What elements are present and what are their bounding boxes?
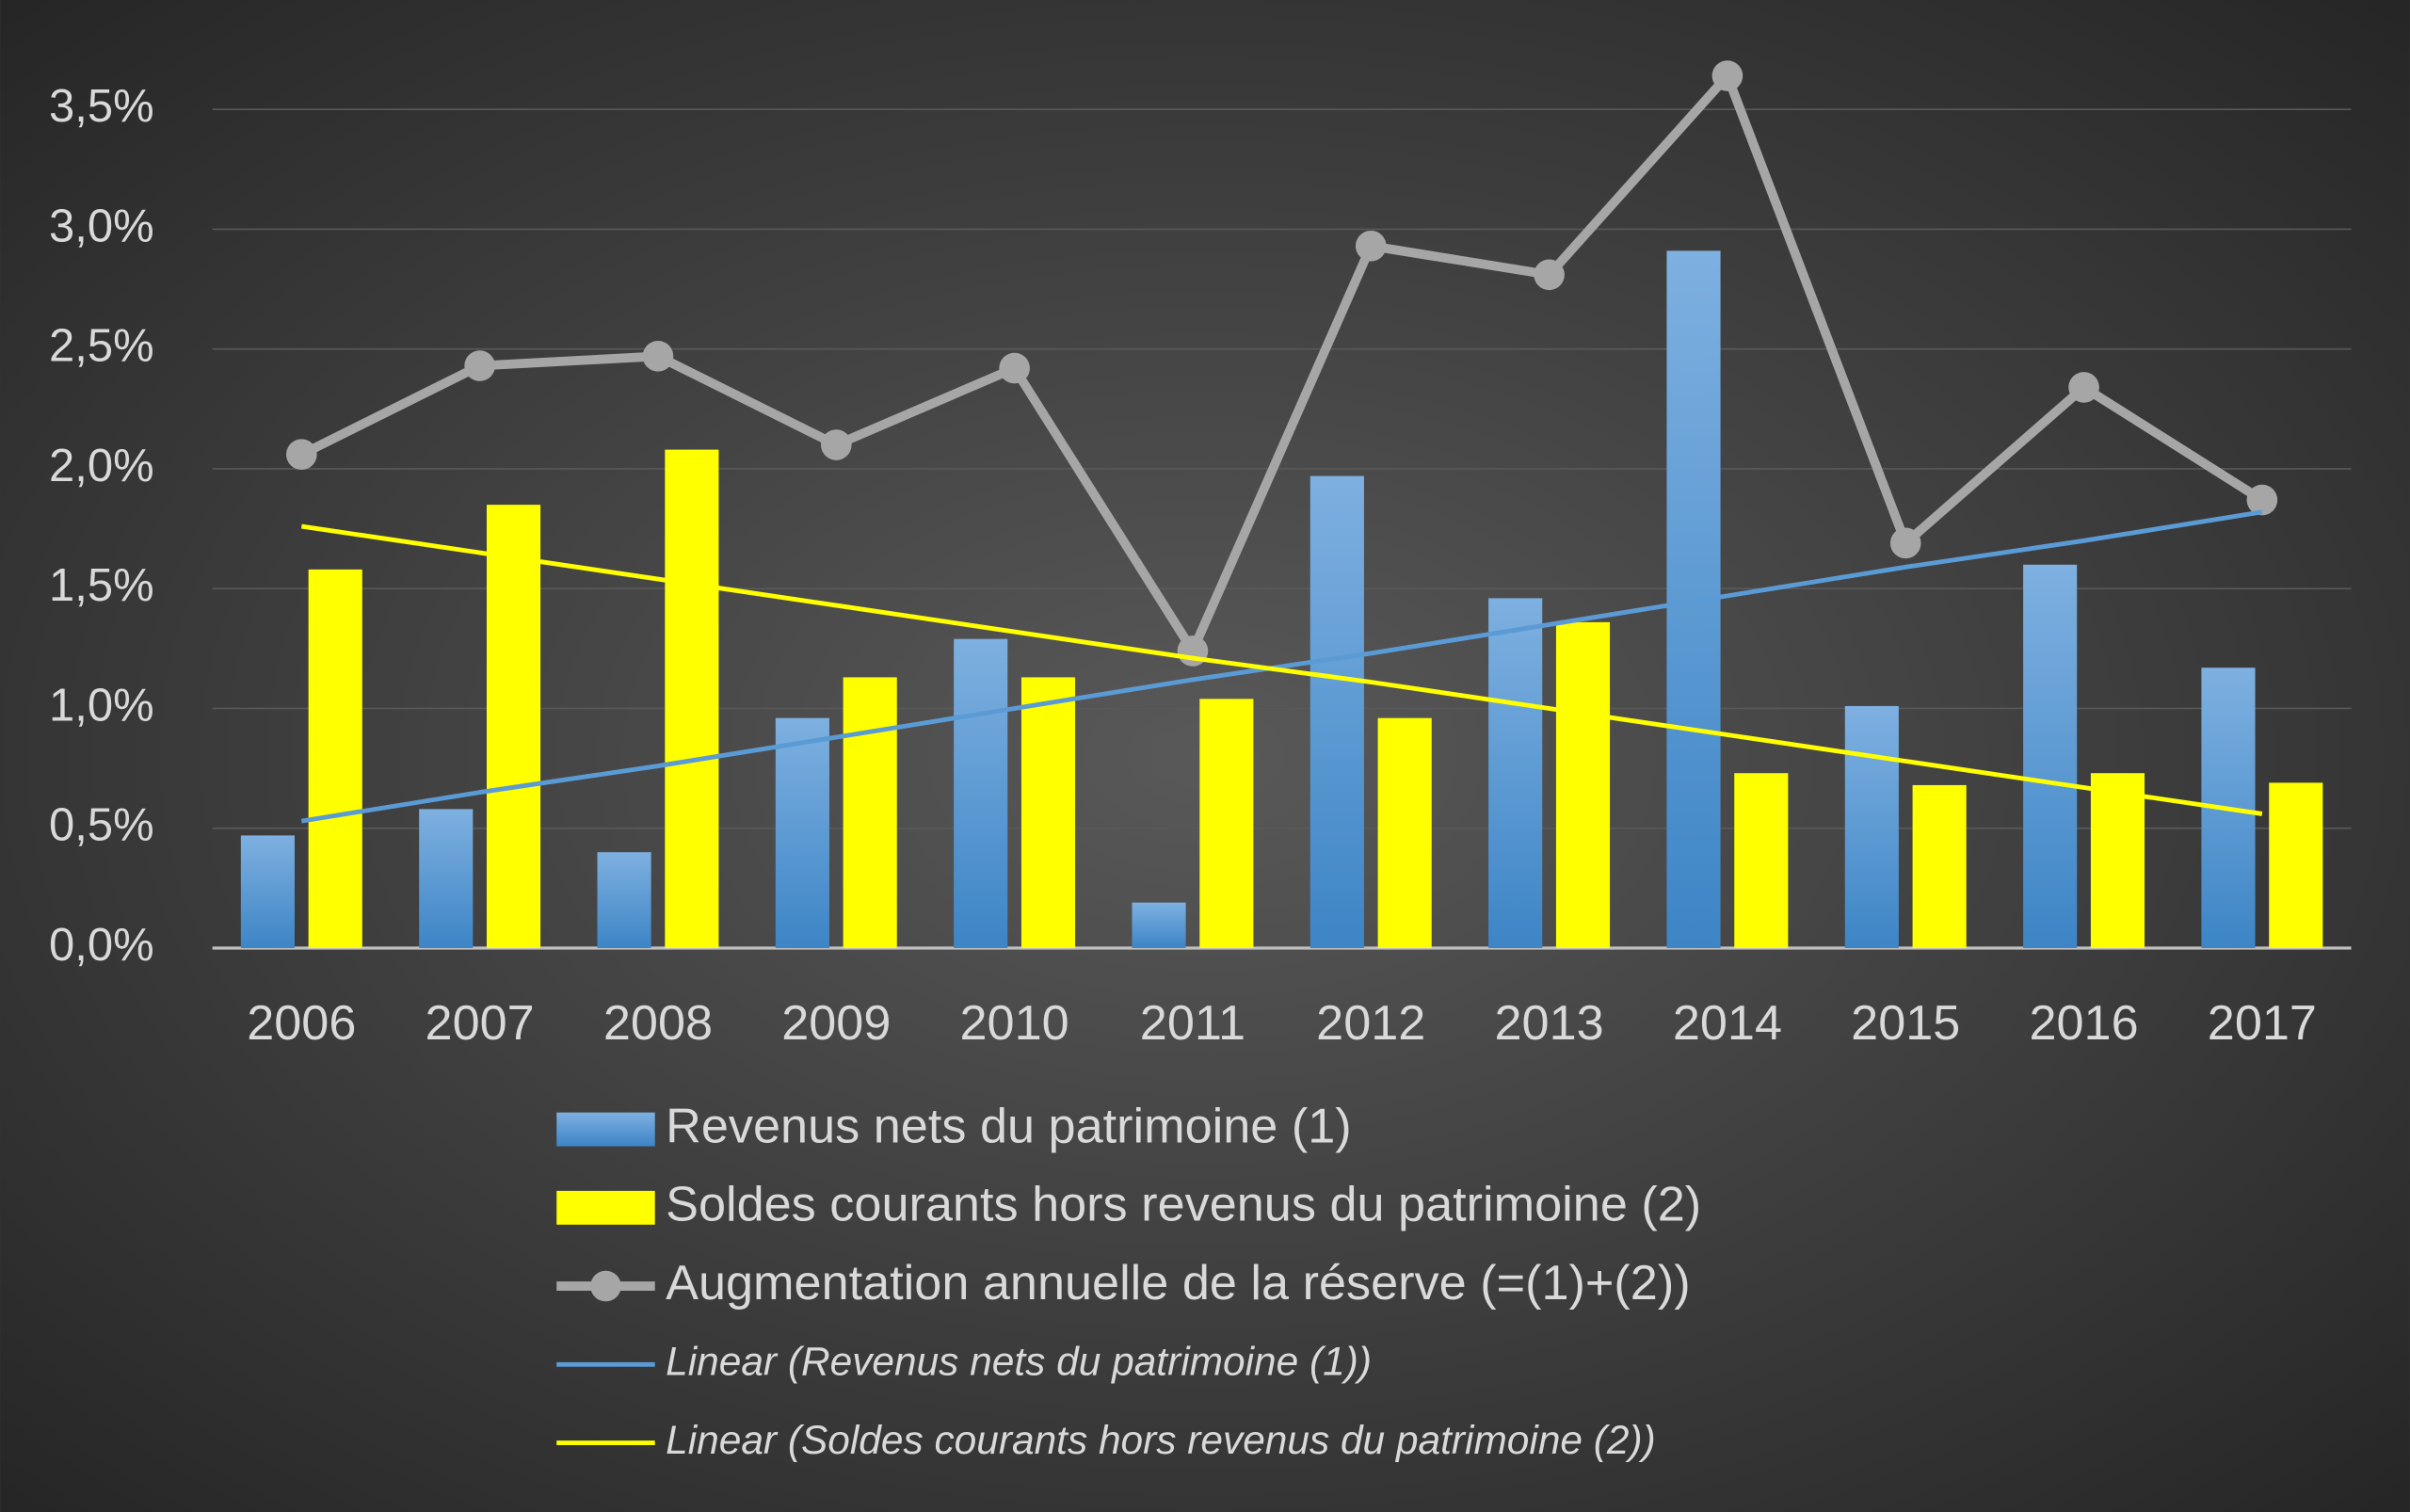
y-tick-label: 1,5% bbox=[49, 560, 154, 611]
line-marker bbox=[2068, 372, 2099, 403]
bar bbox=[2023, 564, 2078, 949]
y-tick-label: 3,0% bbox=[49, 201, 154, 251]
legend-label: Soldes courants hors revenus du patrimoi… bbox=[666, 1178, 1701, 1232]
legend-label: Revenus nets du patrimoine (1) bbox=[666, 1099, 1352, 1153]
trend-line bbox=[300, 509, 2263, 824]
bar bbox=[2090, 773, 2145, 949]
line-marker bbox=[1355, 230, 1387, 262]
legend-swatch bbox=[556, 1112, 655, 1147]
y-tick-label: 0,5% bbox=[49, 800, 154, 851]
bar bbox=[486, 505, 541, 949]
bar bbox=[665, 449, 719, 949]
bar bbox=[597, 852, 651, 949]
line-marker bbox=[1889, 527, 1921, 559]
line-marker bbox=[820, 429, 852, 460]
x-tick-label: 2015 bbox=[1851, 996, 1960, 1051]
line-marker bbox=[1534, 259, 1565, 291]
y-tick-label: 2,0% bbox=[49, 441, 154, 491]
bar bbox=[419, 809, 474, 949]
bar bbox=[843, 677, 897, 949]
legend-label: Linear (Revenus nets du patrimoine (1)) bbox=[666, 1340, 1372, 1384]
x-tick-label: 2011 bbox=[1140, 996, 1245, 1051]
line-marker bbox=[285, 439, 317, 471]
bar bbox=[1132, 902, 1186, 949]
bar bbox=[1199, 699, 1254, 949]
line-marker bbox=[464, 350, 495, 381]
x-tick-label: 2012 bbox=[1316, 996, 1425, 1051]
line-series bbox=[299, 71, 2265, 656]
x-tick-label: 2016 bbox=[2029, 996, 2138, 1051]
line-marker bbox=[1711, 60, 1743, 91]
bar bbox=[1844, 705, 1899, 949]
bar bbox=[775, 717, 829, 949]
legend-swatch bbox=[556, 1190, 655, 1225]
x-tick-label: 2009 bbox=[781, 996, 891, 1051]
x-tick-label: 2013 bbox=[1495, 996, 1604, 1051]
line-marker bbox=[2246, 484, 2278, 516]
legend-label: Linear (Soldes courants hors revenus du … bbox=[666, 1418, 1656, 1462]
bar bbox=[1555, 621, 1611, 949]
y-tick-label: 3,5% bbox=[49, 81, 154, 132]
y-tick-label: 2,5% bbox=[49, 321, 154, 372]
bar bbox=[308, 569, 362, 949]
x-tick-label: 2014 bbox=[1673, 996, 1782, 1051]
bar bbox=[1309, 475, 1364, 949]
line-marker bbox=[642, 341, 674, 372]
bar bbox=[954, 638, 1008, 949]
bar bbox=[1377, 717, 1432, 949]
bar bbox=[2269, 782, 2323, 949]
bar bbox=[1734, 773, 1789, 949]
bar bbox=[1020, 677, 1076, 949]
bar bbox=[1488, 598, 1543, 949]
x-tick-label: 2007 bbox=[426, 996, 535, 1051]
line-marker bbox=[999, 352, 1030, 384]
x-tick-label: 2010 bbox=[960, 996, 1069, 1051]
bar bbox=[1912, 784, 1967, 949]
x-tick-label: 2006 bbox=[247, 996, 356, 1051]
x-tick-label: 2008 bbox=[603, 996, 713, 1051]
x-tick-label: 2017 bbox=[2208, 996, 2317, 1051]
legend-swatch bbox=[590, 1270, 621, 1302]
y-tick-label: 1,0% bbox=[49, 680, 154, 731]
legend-label: Augmentation annuelle de la réserve (=(1… bbox=[666, 1256, 1691, 1311]
bar bbox=[240, 835, 295, 949]
trend-line bbox=[300, 523, 2263, 816]
y-tick-label: 0,0% bbox=[49, 920, 154, 971]
